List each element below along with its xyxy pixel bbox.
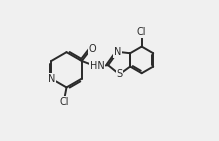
Text: Cl: Cl [59,97,69,107]
Text: O: O [89,44,96,54]
Text: N: N [48,74,55,84]
Text: Cl: Cl [137,27,147,37]
Text: N: N [114,47,121,57]
Text: HN: HN [90,61,104,71]
Text: S: S [116,69,122,79]
